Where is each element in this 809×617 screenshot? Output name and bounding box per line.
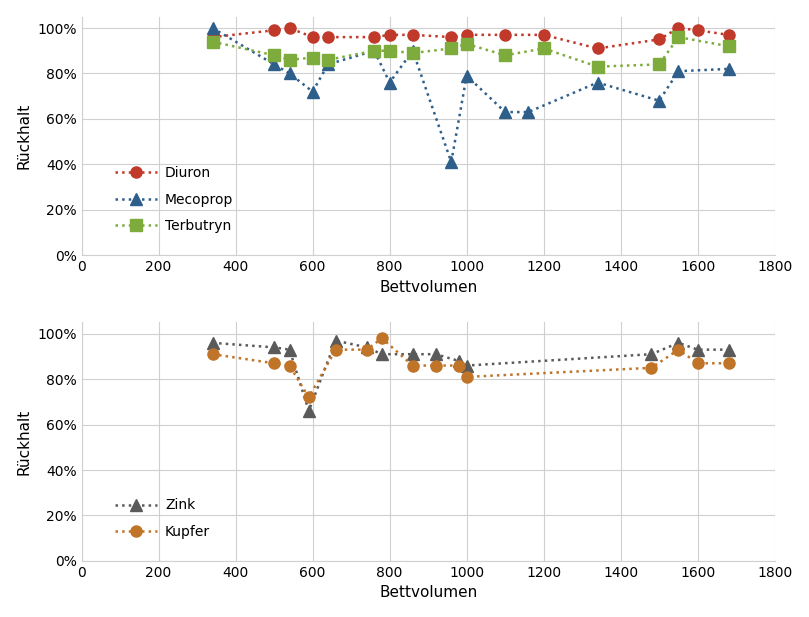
Y-axis label: Rückhalt: Rückhalt [17,408,32,474]
Legend: Zink, Kupfer: Zink, Kupfer [109,493,215,544]
Y-axis label: Rückhalt: Rückhalt [17,103,32,169]
X-axis label: Bettvolumen: Bettvolumen [379,280,477,294]
X-axis label: Bettvolumen: Bettvolumen [379,586,477,600]
Legend: Diuron, Mecoprop, Terbutryn: Diuron, Mecoprop, Terbutryn [109,160,239,239]
